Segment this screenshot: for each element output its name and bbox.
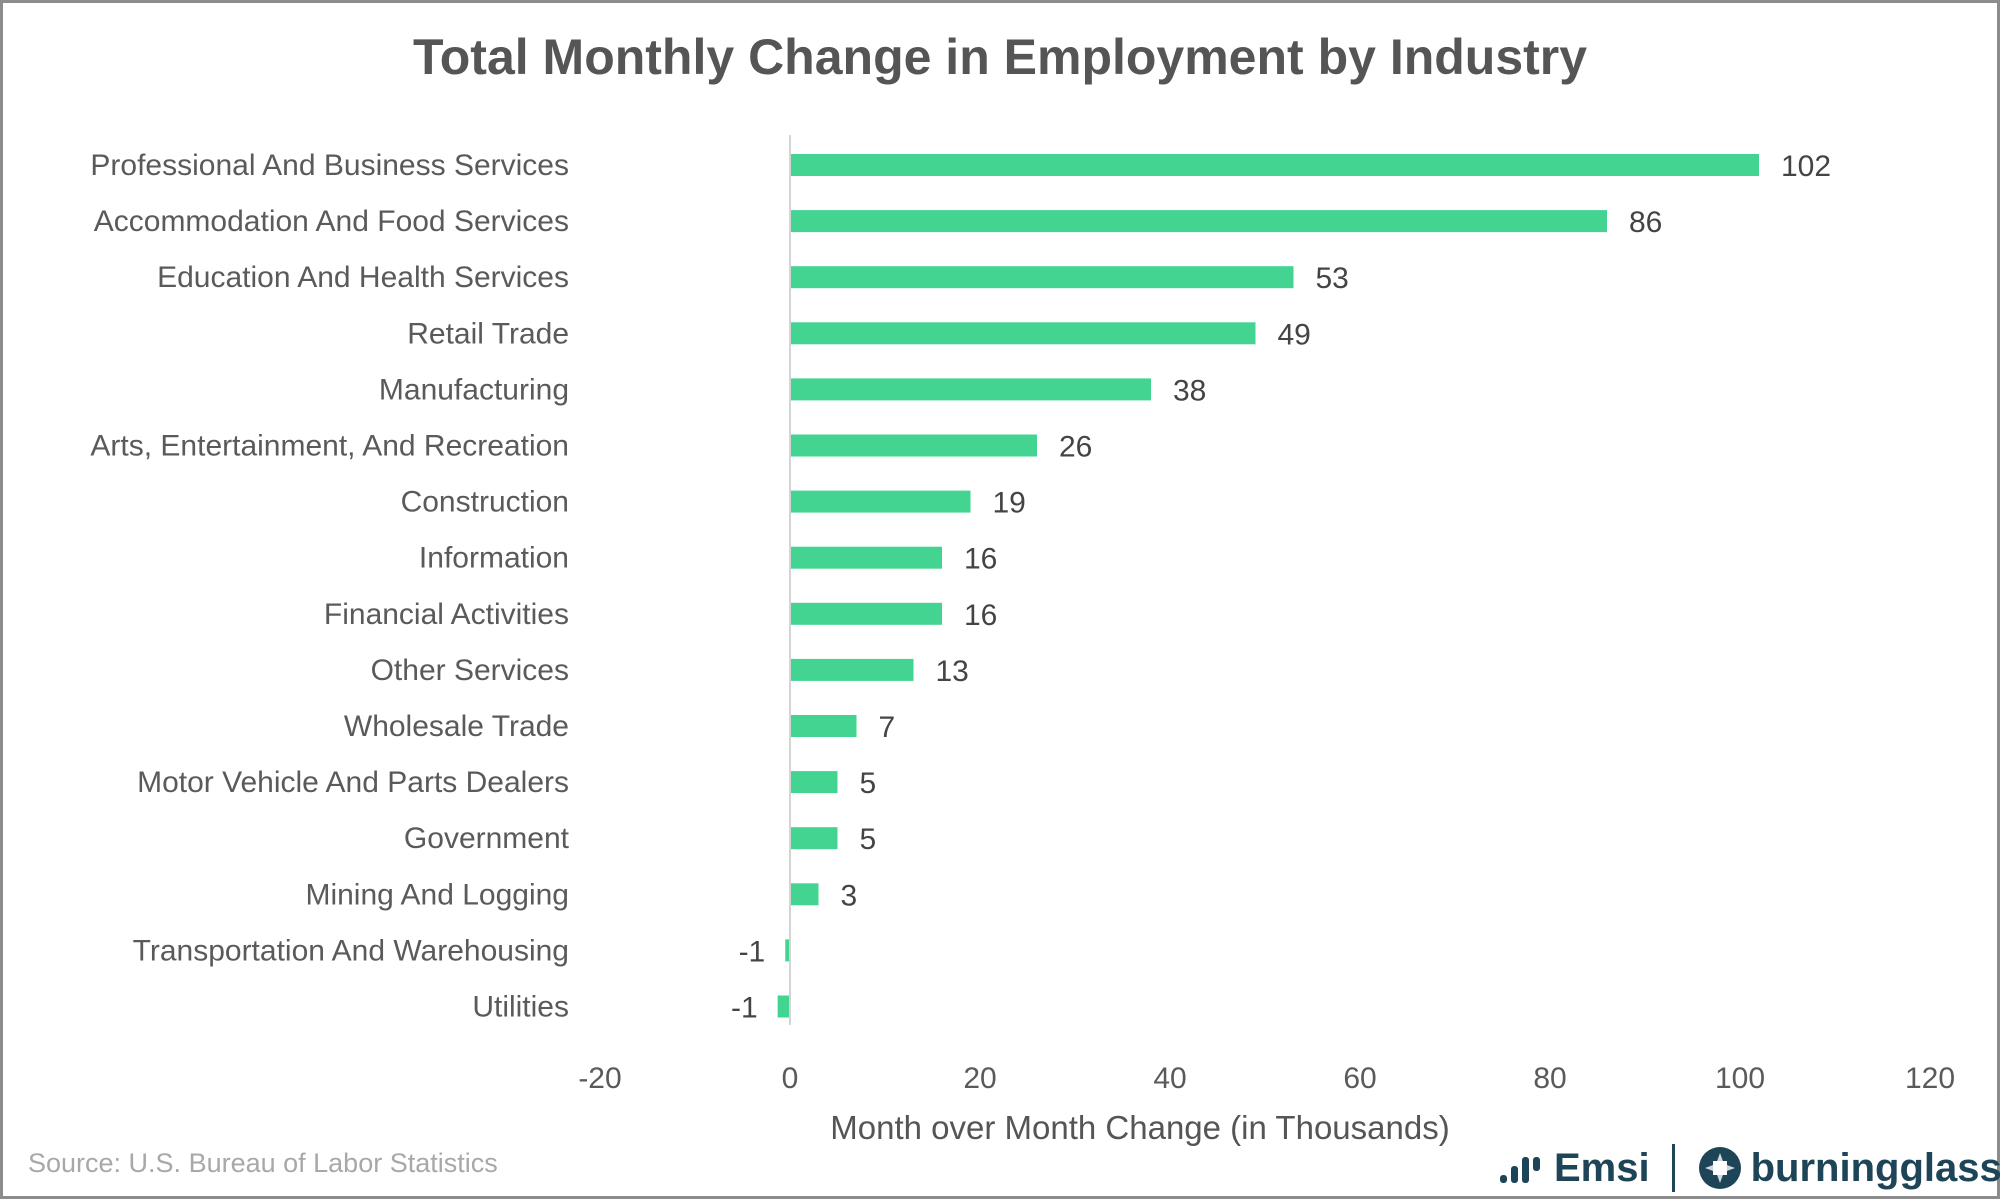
category-label: Retail Trade [407,317,569,350]
bar [790,883,819,906]
bar [785,939,790,962]
emsi-logo-icon [1500,1153,1544,1183]
data-label: 16 [964,599,997,632]
bar [790,434,1037,457]
bar [790,266,1294,289]
category-label: Professional And Business Services [90,149,569,182]
data-label: 38 [1173,374,1206,407]
data-label: 26 [1059,431,1092,464]
chart-title: Total Monthly Change in Employment by In… [412,29,1588,85]
bar [790,771,838,794]
logos: Emsi burningglass [1500,1140,2000,1196]
bar [790,602,942,625]
bar [790,378,1151,401]
x-tick-label: 80 [1533,1062,1566,1095]
data-label: 13 [936,655,969,688]
bar [790,154,1759,176]
data-label: -1 [731,992,758,1025]
x-axis-title: Month over Month Change (in Thousands) [830,1109,1449,1146]
x-tick-label: 60 [1343,1062,1376,1095]
data-label: 53 [1316,262,1349,295]
data-label: 49 [1278,318,1311,351]
category-label: Construction [401,486,569,519]
x-tick-labels: -20 0 20 40 60 80 100 120 [578,1062,1955,1095]
bar [777,995,790,1018]
bar [790,827,838,850]
category-label: Manufacturing [379,373,569,406]
x-tick-label: 40 [1153,1062,1186,1095]
bar [790,546,942,569]
burningglass-logo-text: burningglass [1750,1145,2000,1190]
bar [790,210,1607,233]
x-tick-label: -20 [578,1062,621,1095]
bar [790,322,1256,345]
bar [790,658,914,681]
x-tick-label: 100 [1715,1062,1765,1095]
data-label: 5 [860,823,877,856]
x-tick-label: 20 [963,1062,996,1095]
bars [777,154,1759,1018]
category-label: Education And Health Services [157,261,569,294]
source-note: Source: U.S. Bureau of Labor Statistics [28,1148,498,1178]
category-label: Accommodation And Food Services [94,205,569,238]
category-label: Arts, Entertainment, And Recreation [90,430,569,463]
data-label: 5 [860,767,877,800]
category-label: Information [419,542,569,575]
data-label: -1 [739,935,766,968]
data-label: 19 [993,487,1026,520]
category-label: Utilities [472,991,569,1024]
category-label: Mining And Logging [305,878,569,911]
x-tick-label: 0 [782,1062,799,1095]
data-label: 86 [1629,206,1662,239]
logo-divider [1671,1144,1675,1192]
category-label: Government [404,822,570,855]
burningglass-logo-icon [1698,1147,1741,1189]
category-label: Wholesale Trade [344,710,569,743]
category-label: Transportation And Warehousing [133,934,569,967]
emsi-logo-text: Emsi [1554,1145,1650,1190]
data-label: 16 [964,543,997,576]
x-tick-label: 120 [1905,1062,1955,1095]
data-label: 102 [1781,150,1831,183]
data-label: 3 [841,879,858,912]
category-label: Motor Vehicle And Parts Dealers [137,766,569,799]
bar [790,490,971,513]
data-label: 7 [879,711,896,744]
category-label: Other Services [371,654,569,687]
category-labels: Professional And Business Services Accomm… [90,149,569,1024]
bar [790,715,857,737]
category-label: Financial Activities [324,598,569,631]
